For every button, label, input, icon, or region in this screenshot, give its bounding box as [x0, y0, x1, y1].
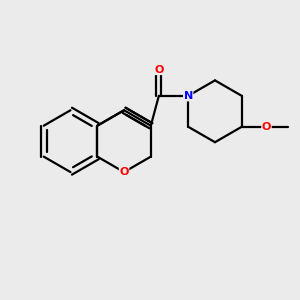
Text: O: O — [262, 122, 271, 132]
Text: N: N — [184, 91, 193, 101]
Text: O: O — [154, 64, 164, 75]
Text: O: O — [119, 167, 129, 177]
